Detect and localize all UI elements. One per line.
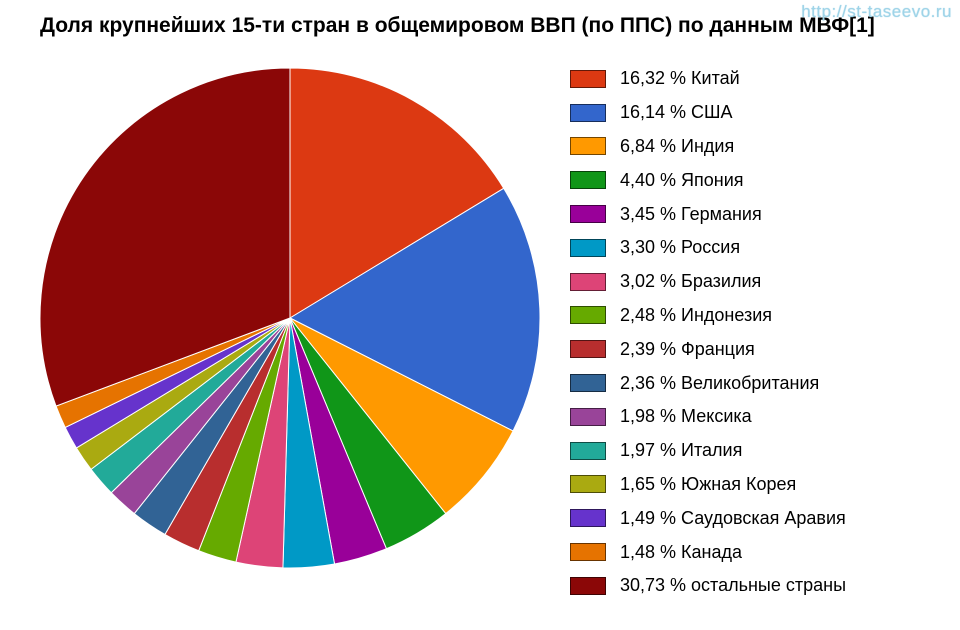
legend-item: 2,36 % Великобритания [570,366,950,400]
legend-label: 3,45 % Германия [620,204,762,225]
legend-label: 1,48 % Канада [620,542,742,563]
legend-swatch [570,137,606,155]
legend-item: 2,39 % Франция [570,332,950,366]
legend-swatch [570,408,606,426]
legend-label: 1,97 % Италия [620,440,742,461]
legend-item: 3,45 % Германия [570,197,950,231]
legend-swatch [570,442,606,460]
legend-item: 1,48 % Канада [570,535,950,569]
legend-label: 2,48 % Индонезия [620,305,772,326]
legend-swatch [570,205,606,223]
legend-label: 6,84 % Индия [620,136,734,157]
legend-item: 3,02 % Бразилия [570,265,950,299]
legend-item: 16,32 % Китай [570,62,950,96]
legend-swatch [570,273,606,291]
legend-label: 16,14 % США [620,102,733,123]
legend-item: 16,14 % США [570,96,950,130]
legend-item: 1,49 % Саудовская Аравия [570,501,950,535]
watermark-text: http://st-taseevo.ru [801,2,952,22]
legend-label: 30,73 % остальные страны [620,575,846,596]
legend-item: 4,40 % Япония [570,163,950,197]
legend-swatch [570,374,606,392]
legend-swatch [570,509,606,527]
legend-label: 4,40 % Япония [620,170,744,191]
legend-swatch [570,475,606,493]
legend-item: 1,97 % Италия [570,434,950,468]
legend-label: 2,39 % Франция [620,339,755,360]
legend-item: 30,73 % остальные страны [570,569,950,603]
legend-swatch [570,104,606,122]
legend-swatch [570,340,606,358]
legend-label: 1,98 % Мексика [620,406,752,427]
legend-item: 2,48 % Индонезия [570,299,950,333]
legend-label: 1,49 % Саудовская Аравия [620,508,846,529]
legend-item: 6,84 % Индия [570,130,950,164]
legend-label: 2,36 % Великобритания [620,373,819,394]
legend-label: 1,65 % Южная Корея [620,474,796,495]
legend-item: 3,30 % Россия [570,231,950,265]
legend-swatch [570,543,606,561]
legend-item: 1,65 % Южная Корея [570,468,950,502]
legend-swatch [570,306,606,324]
legend-swatch [570,577,606,595]
legend-swatch [570,239,606,257]
chart-title: Доля крупнейших 15-ти стран в общемирово… [40,14,920,38]
legend-swatch [570,171,606,189]
legend-swatch [570,70,606,88]
legend-label: 3,30 % Россия [620,237,740,258]
pie-chart [30,58,550,578]
chart-legend: 16,32 % Китай 16,14 % США 6,84 % Индия 4,40… [570,62,950,603]
legend-item: 1,98 % Мексика [570,400,950,434]
legend-label: 3,02 % Бразилия [620,271,761,292]
legend-label: 16,32 % Китай [620,68,740,89]
